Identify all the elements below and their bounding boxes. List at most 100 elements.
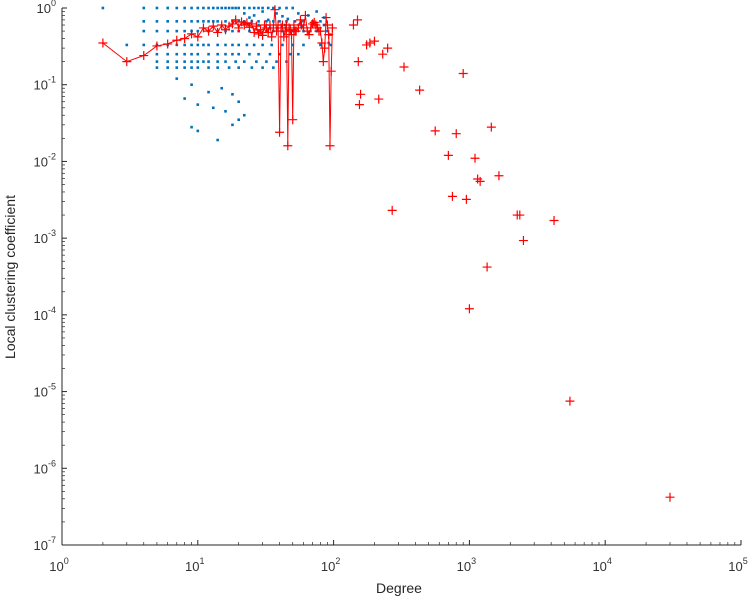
scatter-point bbox=[245, 43, 249, 47]
scatter-point bbox=[252, 43, 256, 47]
scatter-point bbox=[261, 43, 264, 47]
plus-marker bbox=[231, 15, 241, 25]
scatter-point bbox=[207, 20, 210, 23]
x-tick-base: 10 bbox=[185, 559, 199, 574]
y-tick-exponent: 0 bbox=[51, 0, 56, 8]
scatter-point bbox=[261, 66, 264, 69]
scatter-point bbox=[270, 43, 273, 47]
scatter-point bbox=[234, 60, 237, 63]
scatter-point bbox=[175, 52, 179, 56]
scatter-point bbox=[248, 52, 251, 56]
scatter-point bbox=[237, 43, 240, 47]
scatter-point bbox=[196, 52, 200, 56]
scatter-point bbox=[196, 103, 200, 106]
plus-marker bbox=[152, 41, 162, 51]
scatter-point bbox=[231, 92, 234, 96]
scatter-point bbox=[302, 20, 305, 23]
y-tick-label: 100 bbox=[37, 0, 56, 16]
scatter-point bbox=[202, 43, 205, 47]
y-tick-label: 10-4 bbox=[34, 305, 56, 323]
scatter-point bbox=[257, 52, 260, 56]
scatter-point bbox=[289, 52, 292, 56]
plus-marker bbox=[163, 39, 173, 49]
plus-marker bbox=[249, 27, 259, 37]
scatter-point bbox=[231, 6, 234, 10]
scatter-point bbox=[278, 20, 281, 23]
plus-marker bbox=[430, 126, 440, 136]
scatter-point bbox=[155, 66, 159, 69]
scatter-point bbox=[257, 23, 260, 27]
scatter-point bbox=[315, 10, 318, 13]
x-tick-exponent: 1 bbox=[200, 556, 205, 566]
scatter-point bbox=[268, 52, 272, 56]
scatter-point bbox=[243, 6, 246, 10]
scatter-point bbox=[175, 20, 179, 23]
scatter-point bbox=[224, 6, 227, 10]
plus-marker bbox=[284, 23, 294, 33]
x-tick-exponent: 5 bbox=[743, 556, 748, 566]
scatter-point bbox=[319, 43, 322, 47]
plus-marker bbox=[353, 15, 363, 25]
scatter-point bbox=[216, 43, 219, 47]
plus-marker bbox=[270, 5, 280, 15]
scatter-point bbox=[281, 43, 284, 47]
scatter-point bbox=[166, 52, 169, 56]
plus-marker bbox=[473, 174, 483, 184]
scatter-point bbox=[278, 6, 281, 10]
plus-marker bbox=[256, 25, 266, 35]
scatter-point bbox=[142, 6, 146, 10]
scatter-point bbox=[166, 66, 169, 69]
scatter-point bbox=[224, 60, 227, 63]
plus-marker bbox=[317, 38, 327, 48]
scatter-point bbox=[237, 118, 240, 121]
scatter-point bbox=[196, 20, 200, 23]
y-axis-label: Local clustering coefficient bbox=[2, 195, 18, 359]
y-tick-exponent: -6 bbox=[48, 458, 56, 468]
plus-marker bbox=[458, 69, 468, 79]
scatter-point bbox=[248, 16, 251, 19]
scatter-point bbox=[261, 6, 264, 10]
x-tick-exponent: 0 bbox=[64, 556, 69, 566]
plus-marker bbox=[353, 57, 363, 67]
scatter-point bbox=[216, 20, 219, 23]
plus-marker bbox=[565, 396, 575, 406]
plus-marker bbox=[518, 236, 528, 246]
scatter-point bbox=[286, 17, 290, 21]
scatter-point bbox=[190, 125, 193, 129]
scatter-point bbox=[224, 20, 227, 23]
scatter-point bbox=[196, 60, 200, 63]
plus-marker bbox=[285, 25, 295, 35]
plus-marker bbox=[322, 20, 332, 30]
scatter-point bbox=[183, 20, 186, 23]
plus-marker bbox=[374, 94, 384, 104]
scatter-point bbox=[252, 6, 256, 10]
scatter-point bbox=[183, 6, 186, 10]
y-tick-exponent: -1 bbox=[48, 75, 56, 85]
scatter-point bbox=[237, 66, 240, 69]
scatter-point bbox=[175, 29, 179, 33]
y-tick-label: 10-3 bbox=[34, 228, 56, 246]
scatter-point bbox=[211, 106, 215, 110]
scatter-point bbox=[231, 43, 234, 47]
scatter-point bbox=[297, 52, 300, 56]
scatter-point bbox=[243, 60, 246, 63]
plus-marker bbox=[475, 176, 485, 186]
scatter-point bbox=[190, 20, 193, 23]
scatter-point bbox=[155, 29, 159, 33]
scatter-point bbox=[255, 60, 258, 63]
x-tick-label: 103 bbox=[457, 556, 476, 574]
scatter-point bbox=[190, 66, 193, 69]
scatter-point bbox=[227, 6, 231, 10]
plus-marker bbox=[387, 205, 397, 215]
scatter-point bbox=[175, 43, 179, 47]
scatter-point bbox=[252, 14, 256, 17]
scatter-point bbox=[207, 43, 210, 47]
plus-marker bbox=[494, 171, 504, 181]
y-tick-exponent: -3 bbox=[48, 228, 56, 238]
scatter-point bbox=[202, 60, 205, 63]
scatter-point bbox=[196, 66, 200, 69]
x-tick-base: 10 bbox=[728, 559, 742, 574]
scatter-point bbox=[175, 60, 179, 63]
scatter-point bbox=[207, 90, 210, 94]
